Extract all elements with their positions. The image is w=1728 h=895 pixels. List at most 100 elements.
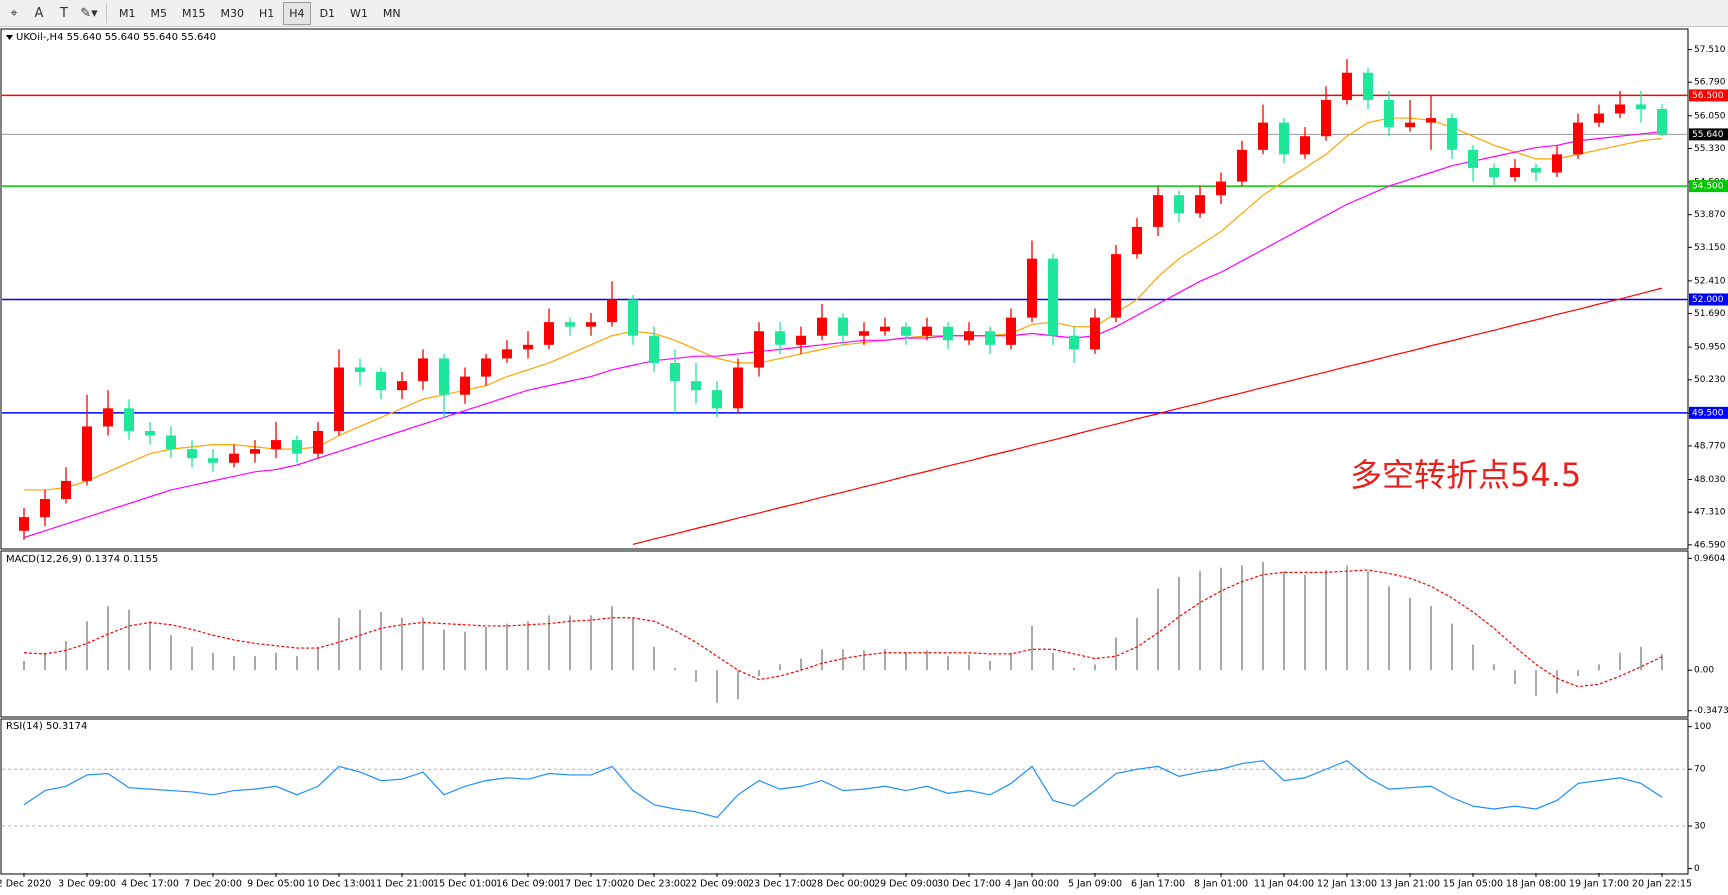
x-tick-label: 15 Dec 01:00 <box>433 879 497 890</box>
candle-body <box>208 458 218 463</box>
timeframe-button[interactable]: H4 <box>283 1 311 25</box>
macd-bar <box>1367 571 1369 671</box>
label-tool[interactable]: T <box>60 5 68 21</box>
candle-body <box>1174 195 1184 214</box>
macd-bar <box>926 650 928 671</box>
candle-body <box>880 326 890 332</box>
macd-bar <box>1073 667 1075 671</box>
arrow-tool[interactable]: ✎▾ <box>80 5 98 21</box>
timeframe-button[interactable]: MN <box>382 6 401 20</box>
timeframe-button[interactable]: M30 <box>220 6 245 20</box>
macd-bar <box>338 617 340 671</box>
y-tick-label: 50.950 <box>1694 343 1726 353</box>
x-tick-label: 15 Jan 05:00 <box>1443 879 1503 890</box>
price-level-tag <box>1689 180 1728 193</box>
macd-panel-frame <box>0 550 1689 718</box>
macd-bar <box>1136 617 1138 671</box>
macd-bar <box>1262 561 1264 671</box>
x-tick-label: 6 Jan 17:00 <box>1131 879 1185 890</box>
separator <box>106 3 107 23</box>
macd-bar <box>1031 625 1033 671</box>
macd-bar <box>422 617 424 671</box>
timeframe-button[interactable]: M1 <box>119 6 136 20</box>
y-tick-label: 53.870 <box>1694 210 1726 220</box>
timeframe-button[interactable]: D1 <box>319 6 336 20</box>
candle-body <box>607 299 617 323</box>
price-level-tag <box>1689 128 1728 141</box>
macd-bar <box>569 615 571 671</box>
macd-bar <box>1199 571 1201 671</box>
candle-body <box>901 326 911 336</box>
toolbar: ⌖ A T ✎▾ M1 M5 M15 M30 H1 H4 D1 W1 MN <box>0 0 1728 27</box>
candle-body <box>1195 195 1205 214</box>
candle-body <box>1615 104 1625 114</box>
panel-title: UKOil-,H4 55.640 55.640 55.640 55.640 <box>16 32 216 43</box>
x-tick-label: 9 Dec 05:00 <box>247 879 305 890</box>
panel-title: RSI(14) 50.3174 <box>6 721 87 732</box>
candle-body <box>1027 258 1037 318</box>
signal-line <box>23 569 1663 688</box>
text-tool[interactable]: A <box>34 5 44 21</box>
macd-bar <box>989 660 991 671</box>
candle-body <box>1321 99 1331 137</box>
candle-body <box>40 499 50 518</box>
x-tick-label: 22 Dec 09:00 <box>685 879 749 890</box>
x-tick-label: 2 Dec 2020 <box>0 879 51 890</box>
candle-body <box>61 480 71 500</box>
candle-body <box>1468 149 1478 168</box>
macd-bar <box>506 623 508 671</box>
candle-body <box>859 331 869 336</box>
y-tick-label: 47.310 <box>1694 508 1726 518</box>
price-level-label: 56.500 <box>1692 91 1724 101</box>
x-tick-label: 13 Jan 21:00 <box>1380 879 1440 890</box>
y-tick-label: 0 <box>1694 864 1700 874</box>
candle-body <box>376 372 386 391</box>
candle-body <box>166 435 176 450</box>
macd-bar <box>1094 664 1096 671</box>
timeframe-button[interactable]: M15 <box>182 6 206 20</box>
x-tick-label: 20 Jan 22:15 <box>1632 879 1692 890</box>
candle-body <box>670 362 680 382</box>
candle-body <box>103 408 113 427</box>
macd-bar <box>779 664 781 671</box>
macd-bar <box>1115 637 1117 671</box>
timeframe-button[interactable]: H1 <box>259 6 275 20</box>
candle-body <box>82 426 92 481</box>
macd-bar <box>296 656 298 671</box>
macd-bar <box>695 670 697 682</box>
crosshair-tool[interactable]: ⌖ <box>10 5 18 21</box>
y-tick-label: 53.150 <box>1694 243 1726 253</box>
y-tick-label: 70 <box>1694 765 1706 775</box>
price-level-label: 54.500 <box>1692 182 1724 192</box>
x-tick-label: 12 Jan 13:00 <box>1317 879 1377 890</box>
candle-body <box>187 449 197 459</box>
price-level-label: 52.000 <box>1692 295 1724 305</box>
candle-body <box>271 440 281 450</box>
x-tick-label: 29 Dec 09:00 <box>874 879 938 890</box>
x-tick-label: 30 Dec 17:00 <box>937 879 1001 890</box>
macd-bar <box>485 627 487 671</box>
x-tick-label: 17 Dec 17:00 <box>559 879 623 890</box>
timeframe-button[interactable]: W1 <box>350 6 368 20</box>
macd-bar <box>947 656 949 671</box>
macd-bar <box>1409 597 1411 671</box>
candle-body <box>145 430 155 436</box>
macd-bar <box>1325 570 1327 671</box>
collapse-marker <box>6 35 13 40</box>
candle-body <box>796 335 806 345</box>
macd-bar <box>1619 652 1621 671</box>
macd-bar <box>1472 644 1474 671</box>
candle-body <box>712 390 722 409</box>
timeframe-button[interactable]: M5 <box>150 6 168 20</box>
y-tick-label: 0.9604 <box>1694 554 1726 564</box>
candle-body <box>691 381 701 391</box>
macd-bar <box>149 621 151 671</box>
x-tick-label: 11 Jan 04:00 <box>1254 879 1314 890</box>
macd-bar <box>653 646 655 671</box>
macd-bar <box>1304 574 1306 671</box>
candle-body <box>1006 317 1016 345</box>
y-tick-label: 52.410 <box>1694 276 1726 286</box>
macd-bar <box>1598 664 1600 671</box>
y-tick-label: 46.590 <box>1694 540 1726 550</box>
macd-bar <box>548 615 550 671</box>
